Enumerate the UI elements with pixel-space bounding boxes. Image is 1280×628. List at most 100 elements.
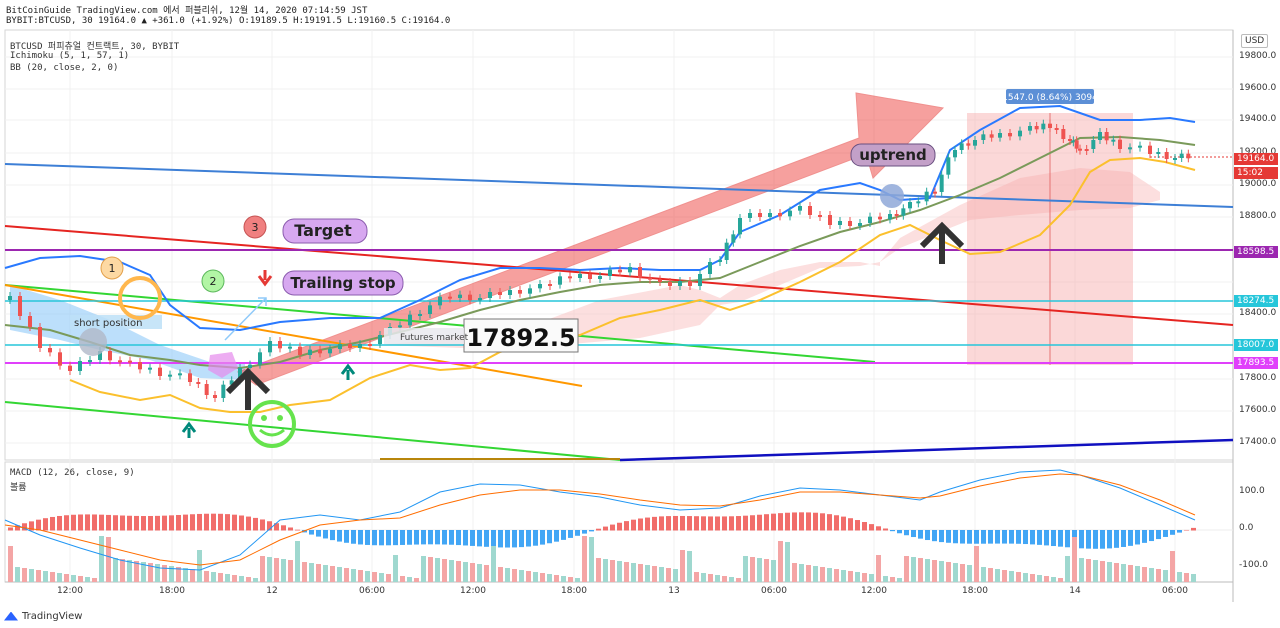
volume-bar [729,577,734,582]
macd-bar [750,515,755,531]
volume-bar [288,560,293,582]
macd-bar [449,530,454,545]
candle [538,284,542,289]
bb-upper [4,104,1196,332]
volume-bar [1037,575,1042,582]
candle [328,349,332,354]
candle [668,282,672,286]
volume-bar [540,573,545,582]
symbol-legend[interactable]: BTCUSD 퍼피츄얼 컨트랙트, 30, BYBIT [10,42,180,52]
candle [358,344,362,348]
macd-bar [1037,530,1042,545]
candle [1054,128,1059,130]
volume-bar [197,550,202,582]
bb-legend[interactable]: BB (20, close, 2, 0) [10,63,119,73]
volume-bar [792,563,797,582]
volume-bar [120,559,125,582]
macd-bar [1086,530,1091,549]
macd-bar [190,514,195,531]
volume-bar [603,559,608,582]
ichimoku-legend[interactable]: Ichimoku (5, 1, 57, 1) [10,51,130,61]
candle [229,380,234,385]
volume-bar [673,569,678,582]
macd-bar [1177,530,1182,533]
macd-bar [260,519,265,531]
candle [981,134,986,140]
volume-bar [8,546,13,582]
volume-bar [78,576,83,582]
candle [933,191,937,194]
macd-bar [57,515,62,531]
macd-bar [715,516,720,531]
macd-bar [1030,530,1035,545]
buy-arrow-icon-2 [340,363,356,380]
candle [1091,140,1096,149]
candle [1084,149,1089,151]
candle [204,384,209,395]
macd-tick: -100.0 [1239,560,1269,570]
volume-bar [316,564,321,582]
volume-bar [218,573,223,582]
macd-bar [498,530,503,548]
candle [58,352,62,366]
currency-badge[interactable]: USD [1241,34,1269,48]
macd-bar [505,530,510,548]
macd-bar [701,516,706,531]
macd-bar [386,530,391,546]
time-tick: 12:00 [861,586,887,596]
macd-bar [1170,530,1175,535]
volume-bars [8,536,1196,582]
volume-bar [701,573,706,582]
candle [648,277,652,280]
tradingview-logo[interactable]: TradingView [4,611,82,622]
volume-bar [582,536,587,582]
macd-bar [603,526,608,531]
volume-bar [155,564,160,582]
candle [148,367,152,370]
macd-bar [806,512,811,531]
uptrend-callout: uptrend [859,146,927,164]
candle [888,214,892,220]
volume-bar [176,567,181,582]
time-tick: 12 [266,586,278,596]
macd-bar [792,512,797,531]
candle [188,373,192,382]
signal-line [4,473,1196,566]
volume-bar [519,570,524,582]
volume-bar [638,564,643,582]
volume-bar [848,571,853,582]
macd-bar [736,516,741,531]
bb-basis [4,135,1196,370]
candle [8,296,12,300]
candle [989,134,994,138]
macd-bar [372,530,377,546]
macd-bar [274,523,279,531]
publish-info: BitCoinGuide TradingView.com 에서 퍼블리쉬, 12… [6,6,368,16]
volume-bar [365,571,370,582]
short-position-zone [10,285,245,380]
candle [598,276,602,279]
candle [548,284,552,286]
volume-legend[interactable]: 볼륨 [10,483,27,493]
macd-legend[interactable]: MACD (12, 26, close, 9) [10,468,135,478]
volume-bar [967,565,972,582]
macd-bar [330,530,335,541]
macd-bar [638,518,643,531]
target-callout: Target [294,221,352,240]
macd-bar [1163,530,1168,537]
candle [946,157,951,175]
candle [1138,145,1142,148]
smiley-orange-icon [118,276,162,320]
volume-bar [428,557,433,582]
candle [78,361,82,371]
macd-bar [785,512,790,531]
macd-bar [673,515,678,531]
volume-bar [407,577,412,582]
candle [788,210,792,217]
price-tag: 15:02 [1234,167,1278,179]
candle [953,150,957,158]
volume-bar [512,569,517,582]
candle [1071,140,1076,143]
candle [448,296,452,299]
